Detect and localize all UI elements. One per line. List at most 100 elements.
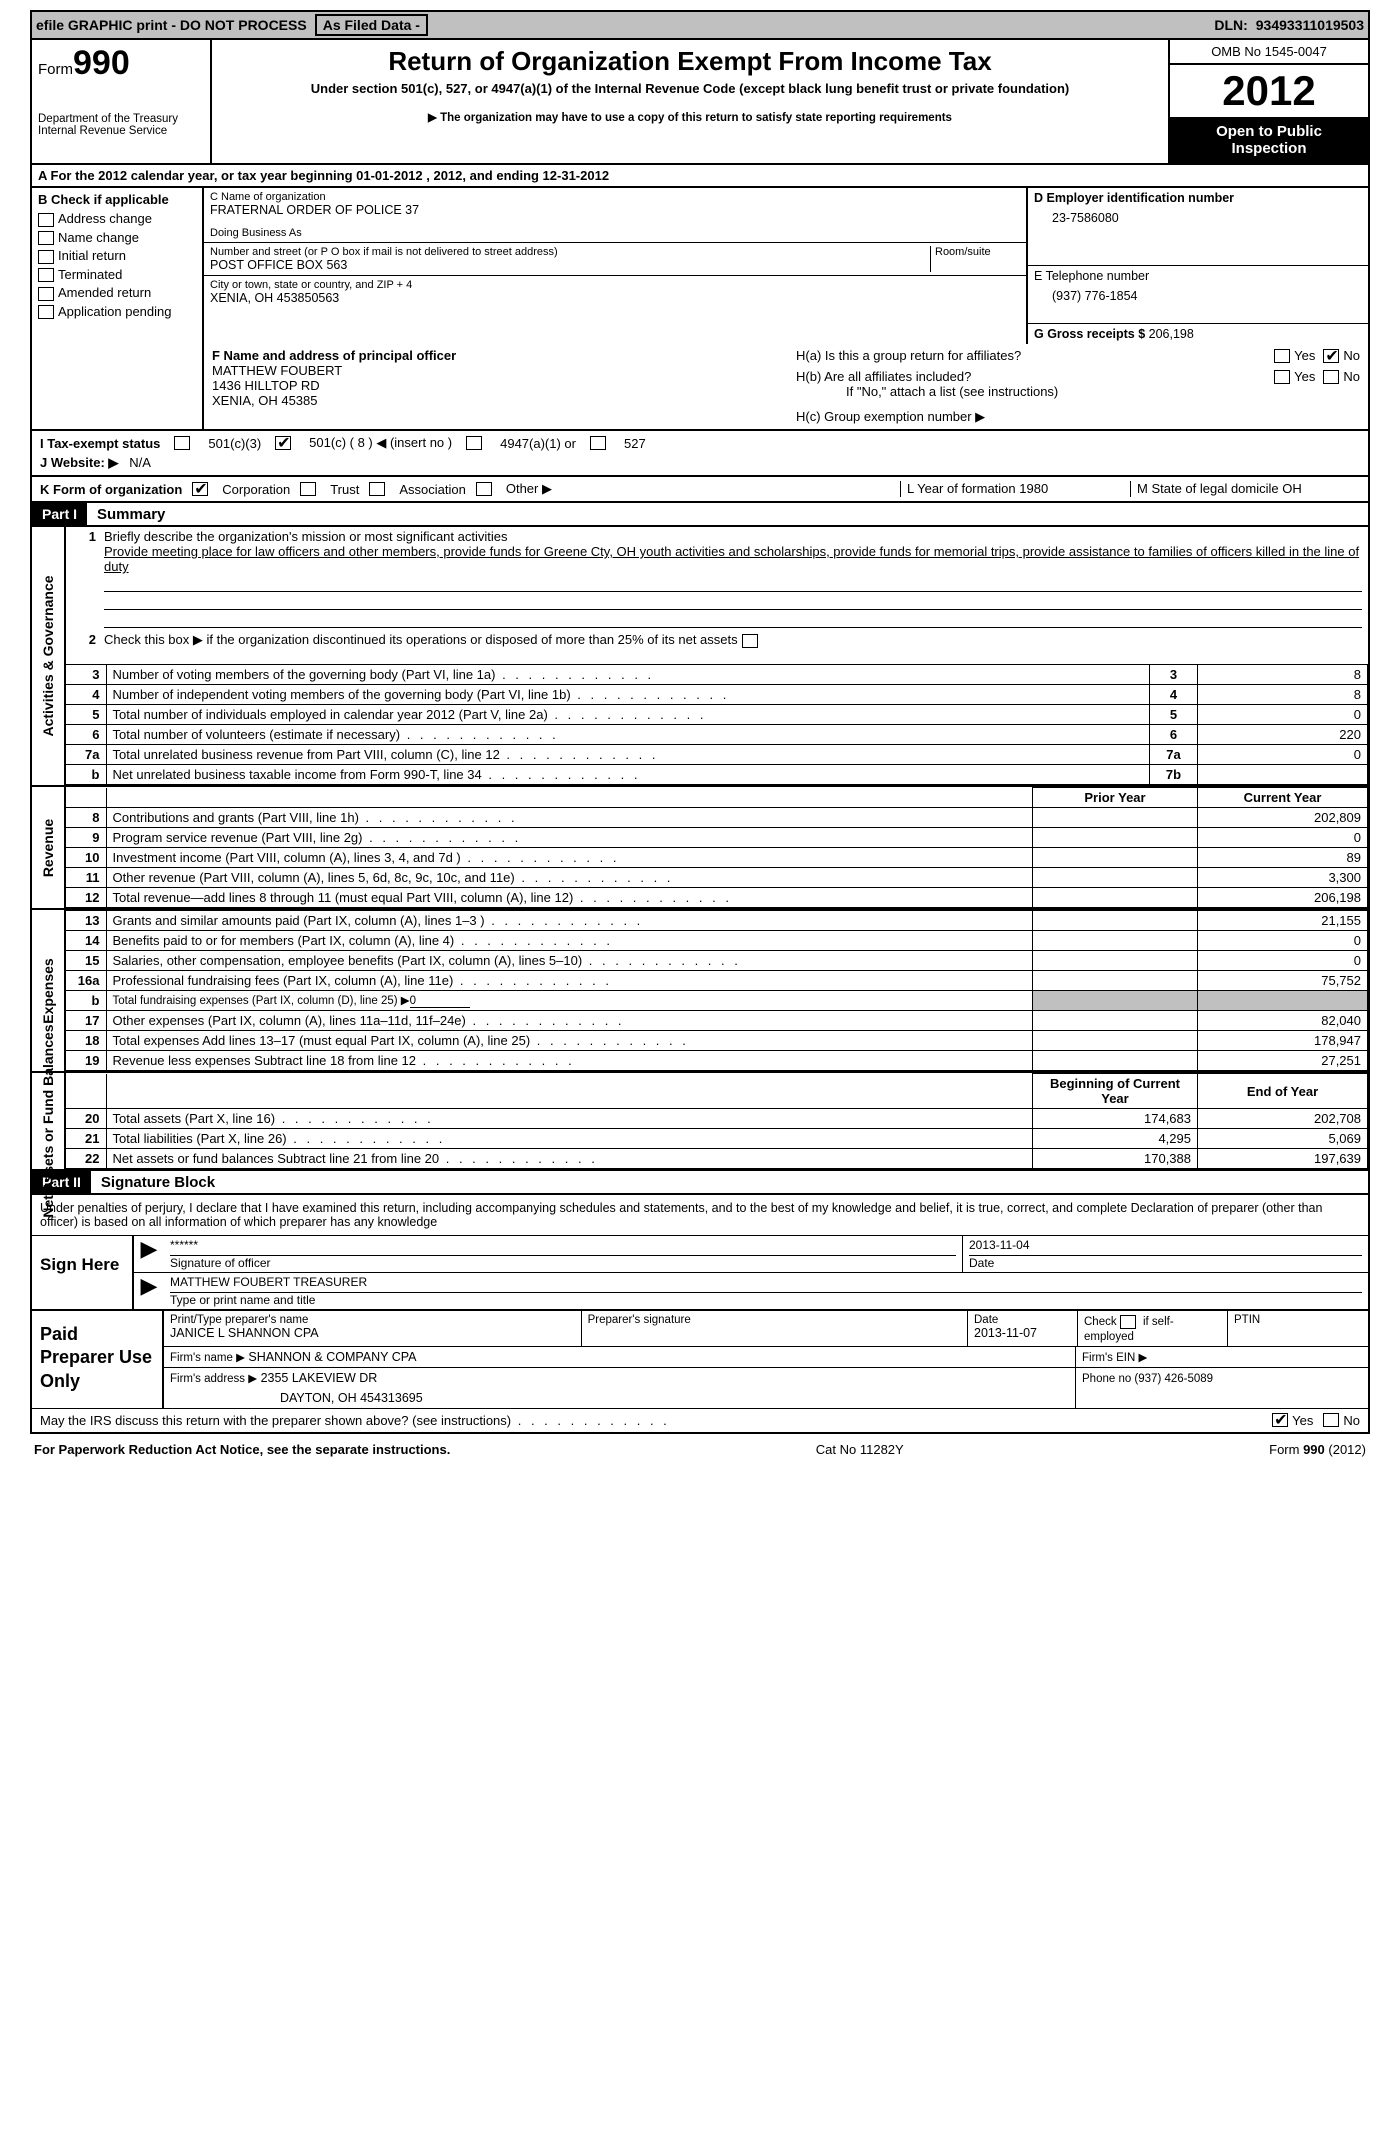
- dept-treasury: Department of the Treasury: [38, 113, 204, 125]
- hb-no-checkbox[interactable]: [1323, 370, 1339, 384]
- table-row: 15Salaries, other compensation, employee…: [66, 951, 1368, 971]
- governance-table: 3Number of voting members of the governi…: [66, 664, 1368, 785]
- perjury-text: Under penalties of perjury, I declare th…: [32, 1195, 1368, 1235]
- tax-year: 2012: [1170, 65, 1368, 117]
- table-row: 5Total number of individuals employed in…: [66, 705, 1368, 725]
- discuss-row: May the IRS discuss this return with the…: [32, 1408, 1368, 1432]
- check-terminated[interactable]: Terminated: [38, 267, 196, 283]
- year-formation: L Year of formation 1980: [900, 481, 1130, 497]
- table-row: 7aTotal unrelated business revenue from …: [66, 745, 1368, 765]
- table-row: 11Other revenue (Part VIII, column (A), …: [66, 868, 1368, 888]
- net-assets-table: Beginning of Current Year End of Year 20…: [66, 1073, 1368, 1169]
- dept-irs: Internal Revenue Service: [38, 125, 204, 137]
- officer-signature: ******: [170, 1238, 956, 1256]
- check-address-change[interactable]: Address change: [38, 211, 196, 227]
- table-row: 21Total liabilities (Part X, line 26)4,2…: [66, 1129, 1368, 1149]
- form-title: Return of Organization Exempt From Incom…: [222, 46, 1158, 77]
- table-row: 20Total assets (Part X, line 16)174,6832…: [66, 1109, 1368, 1129]
- row-j-website: J Website: ▶ N/A: [40, 455, 1360, 471]
- cell-street: Number and street (or P O box if mail is…: [204, 243, 1026, 276]
- side-revenue: Revenue: [32, 787, 66, 908]
- row-i-tax-status: I Tax-exempt status 501(c)(3) 501(c) ( 8…: [40, 435, 1360, 451]
- hc-label: H(c) Group exemption number ▶: [796, 409, 1360, 425]
- check-corporation[interactable]: [192, 482, 208, 496]
- ha-no-checkbox[interactable]: [1323, 349, 1339, 363]
- check-501c[interactable]: [275, 436, 291, 450]
- check-discontinued[interactable]: [742, 634, 758, 648]
- open-inspection: Open to Public Inspection: [1170, 117, 1368, 163]
- table-row: 9Program service revenue (Part VIII, lin…: [66, 828, 1368, 848]
- discuss-no-checkbox[interactable]: [1323, 1413, 1339, 1427]
- arrow-icon: ▶: [134, 1273, 164, 1309]
- footer-right: Form 990 (2012): [1269, 1442, 1366, 1457]
- table-row: 18Total expenses Add lines 13–17 (must e…: [66, 1031, 1368, 1051]
- table-row: 12Total revenue—add lines 8 through 11 (…: [66, 888, 1368, 908]
- expenses-table: 13Grants and similar amounts paid (Part …: [66, 910, 1368, 1071]
- cell-telephone: E Telephone number (937) 776-1854: [1028, 266, 1368, 324]
- header-left: Form990 Department of the Treasury Inter…: [32, 40, 212, 163]
- part2-title: Signature Block: [91, 1174, 215, 1191]
- table-row: 3Number of voting members of the governi…: [66, 665, 1368, 685]
- form-subtitle: Under section 501(c), 527, or 4947(a)(1)…: [222, 81, 1158, 96]
- col-b-checkboxes: B Check if applicable Address change Nam…: [32, 188, 202, 344]
- footer-left: For Paperwork Reduction Act Notice, see …: [34, 1442, 450, 1457]
- part1-label: Part I: [32, 503, 87, 525]
- col-c-org-info: C Name of organization FRATERNAL ORDER O…: [202, 188, 1028, 344]
- section-net-assets: Net Assets or Fund Balances Beginning of…: [30, 1073, 1370, 1171]
- state-domicile: M State of legal domicile OH: [1130, 481, 1360, 497]
- sig-date: 2013-11-04: [969, 1238, 1362, 1256]
- check-4947[interactable]: [466, 436, 482, 450]
- section-expenses: Expenses 13Grants and similar amounts pa…: [30, 910, 1370, 1073]
- side-governance: Activities & Governance: [32, 527, 66, 785]
- firm-city: DAYTON, OH 454313695: [170, 1391, 1069, 1405]
- cell-org-name: C Name of organization FRATERNAL ORDER O…: [204, 188, 1026, 243]
- row-k: K Form of organization Corporation Trust…: [30, 477, 1370, 503]
- hb-note: If "No," attach a list (see instructions…: [796, 384, 1360, 399]
- efile-text: efile GRAPHIC print - DO NOT PROCESS: [36, 17, 307, 33]
- ha-yes-checkbox[interactable]: [1274, 349, 1290, 363]
- dln-value: 93493311019503: [1256, 17, 1364, 33]
- table-row: 4Number of independent voting members of…: [66, 685, 1368, 705]
- header-mid: Return of Organization Exempt From Incom…: [212, 40, 1168, 163]
- firm-phone: Phone no (937) 426-5089: [1082, 1373, 1213, 1385]
- box-b-label: B Check if applicable: [38, 192, 196, 207]
- table-row: bTotal fundraising expenses (Part IX, co…: [66, 991, 1368, 1011]
- table-row: 13Grants and similar amounts paid (Part …: [66, 911, 1368, 931]
- check-association[interactable]: [369, 482, 385, 496]
- officer-name-title: MATTHEW FOUBERT TREASURER: [170, 1275, 1362, 1293]
- part2-header-row: Part II Signature Block: [30, 1171, 1370, 1195]
- check-trust[interactable]: [300, 482, 316, 496]
- col-d-ein: D Employer identification number 23-7586…: [1028, 188, 1368, 344]
- preparer-block: Paid Preparer Use Only Print/Type prepar…: [32, 1309, 1368, 1408]
- table-row: 10Investment income (Part VIII, column (…: [66, 848, 1368, 868]
- hb-label: H(b) Are all affiliates included?: [796, 369, 1274, 384]
- side-net-assets: Net Assets or Fund Balances: [32, 1073, 66, 1169]
- gross-value: 206,198: [1149, 327, 1194, 341]
- check-name-change[interactable]: Name change: [38, 230, 196, 246]
- cell-ein: D Employer identification number 23-7586…: [1028, 188, 1368, 266]
- check-amended-return[interactable]: Amended return: [38, 285, 196, 301]
- website-value: N/A: [129, 455, 151, 470]
- sign-here-label: Sign Here: [32, 1236, 132, 1309]
- discuss-yes-checkbox[interactable]: [1272, 1413, 1288, 1427]
- check-527[interactable]: [590, 436, 606, 450]
- cell-city: City or town, state or country, and ZIP …: [204, 276, 1026, 308]
- form-note: ▶ The organization may have to use a cop…: [222, 110, 1158, 124]
- officer-city: XENIA, OH 45385: [212, 393, 780, 408]
- check-other[interactable]: [476, 482, 492, 496]
- preparer-name: JANICE L SHANNON CPA: [170, 1326, 575, 1340]
- check-self-employed[interactable]: [1120, 1315, 1136, 1329]
- check-initial-return[interactable]: Initial return: [38, 248, 196, 264]
- line-1: 1 Briefly describe the organization's mi…: [66, 527, 1368, 630]
- hb-yes-checkbox[interactable]: [1274, 370, 1290, 384]
- mission-text: Provide meeting place for law officers a…: [104, 544, 1362, 574]
- page-footer: For Paperwork Reduction Act Notice, see …: [30, 1434, 1370, 1465]
- dln-label: DLN:: [1214, 17, 1247, 33]
- check-application-pending[interactable]: Application pending: [38, 304, 196, 320]
- check-501c3[interactable]: [174, 436, 190, 450]
- section-bcd: B Check if applicable Address change Nam…: [30, 188, 1370, 344]
- col-h-group: H(a) Is this a group return for affiliat…: [788, 344, 1368, 429]
- header-right: OMB No 1545-0047 2012 Open to Public Ins…: [1168, 40, 1368, 163]
- form-number: Form990: [38, 44, 204, 83]
- arrow-icon: ▶: [134, 1236, 164, 1272]
